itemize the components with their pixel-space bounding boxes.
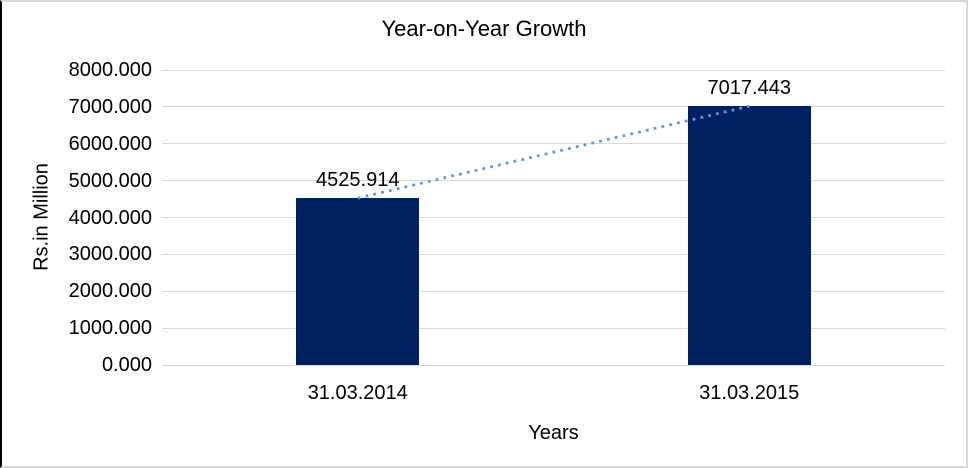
gridline: [162, 364, 945, 366]
gridline: [162, 143, 945, 145]
gridline: [162, 253, 945, 255]
y-tick-label: 0.000: [101, 354, 152, 376]
bar[interactable]: [296, 198, 420, 365]
gridline: [162, 327, 945, 329]
chart-title: Year-on-Year Growth: [381, 16, 587, 41]
y-tick-label: 7000.000: [68, 95, 152, 118]
x-tick-label: 31.03.2015: [699, 382, 800, 404]
y-tick-label: 2000.000: [68, 280, 152, 303]
y-tick-label: 8000.000: [68, 59, 152, 81]
gridline: [162, 217, 945, 218]
gridline: [162, 290, 945, 292]
bar-value-label: 4525.914: [316, 169, 400, 192]
gridline: [162, 69, 945, 71]
y-tick-label: 6000.000: [68, 132, 152, 155]
y-tick-label: 4000.000: [68, 206, 152, 229]
y-tick-label: 3000.000: [68, 243, 152, 266]
x-tick-label: 31.03.2014: [307, 382, 408, 404]
y-tick-label: 5000.000: [68, 169, 152, 192]
x-axis-title: Years: [528, 422, 579, 444]
gridline: [162, 180, 945, 182]
bar[interactable]: [687, 106, 811, 365]
plot-area: 4525.914 7017.443: [162, 69, 945, 366]
y-tick-label: 1000.000: [68, 317, 152, 340]
bar-value-label: 7017.443: [707, 77, 791, 100]
gridline: [162, 106, 945, 108]
trendline[interactable]: [162, 70, 945, 365]
